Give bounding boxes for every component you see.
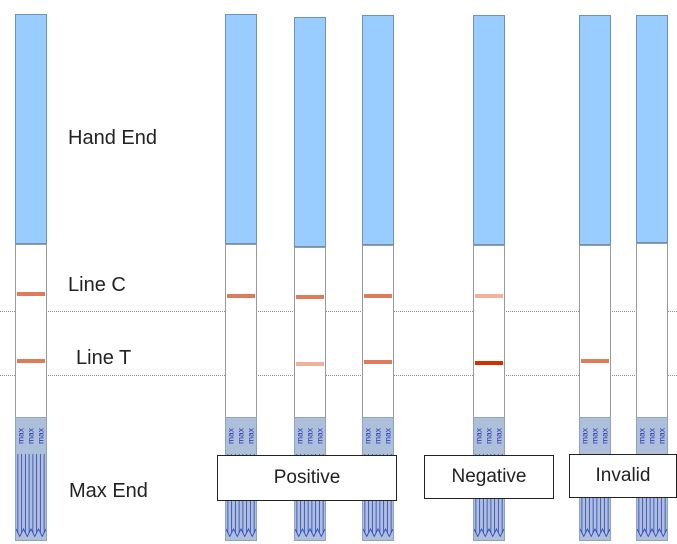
negative-result-box: Negative [424, 455, 554, 499]
max-end-label: Max End [69, 480, 148, 502]
test-strip-reference: max max max [15, 14, 47, 541]
strip-result-window [579, 245, 611, 418]
test-line [581, 359, 609, 363]
control-line [227, 294, 255, 298]
line-c-label: Line C [68, 274, 126, 296]
strip-result-window [15, 244, 47, 418]
control-line [17, 292, 45, 296]
control-line [475, 294, 503, 298]
test-strip-invalid-1: max max max [579, 15, 611, 542]
line-c-divider [0, 311, 677, 312]
test-line [17, 359, 45, 363]
line-t-label: Line T [76, 347, 132, 369]
strip-result-window [473, 245, 505, 418]
strip-result-window [294, 247, 326, 418]
test-strip-negative: max max max [473, 15, 505, 542]
positive-result-box: Positive [217, 455, 397, 501]
strip-result-window [362, 245, 394, 418]
test-line [364, 360, 392, 364]
invalid-result-box: Invalid [569, 454, 677, 498]
line-t-divider [0, 375, 677, 376]
strip-handle [15, 14, 47, 244]
hand-end-label: Hand End [68, 127, 157, 149]
strip-result-window [225, 244, 257, 418]
strip-handle [225, 14, 257, 244]
strip-handle [579, 15, 611, 245]
strip-handle [294, 17, 326, 247]
test-strip-positive-3: max max max [362, 15, 394, 542]
test-line [475, 361, 503, 365]
strip-handle [362, 15, 394, 245]
test-line [296, 362, 324, 366]
control-line [364, 294, 392, 298]
strip-result-window [636, 243, 668, 418]
sample-pad: max max max [15, 417, 47, 541]
strip-handle [473, 15, 505, 245]
strip-handle [636, 15, 668, 243]
control-line [296, 295, 324, 299]
